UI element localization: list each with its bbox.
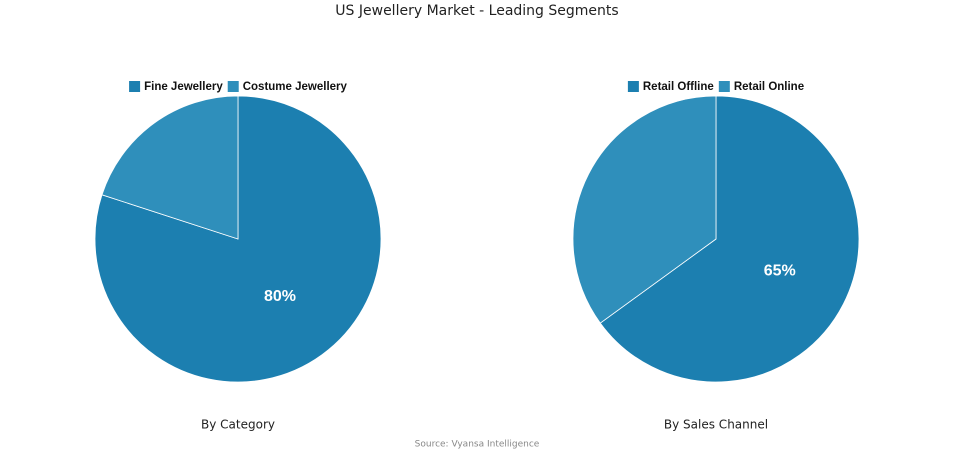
pie-slice bbox=[572, 95, 717, 324]
chart-subtitle: By Sales Channel bbox=[664, 418, 768, 432]
legend-swatch bbox=[718, 81, 730, 92]
value-label: 65% bbox=[764, 263, 796, 280]
source: Source: Vyansa Intelligence bbox=[415, 440, 540, 450]
legend-label: Costume Jewellery bbox=[243, 81, 348, 93]
pie-slice bbox=[101, 95, 239, 240]
page-title: US Jewellery Market - Leading Segments bbox=[335, 3, 618, 19]
legend-swatch bbox=[129, 81, 141, 92]
pie-slice bbox=[599, 95, 860, 383]
legend-label: Retail Online bbox=[734, 81, 804, 93]
value-label: 80% bbox=[264, 288, 296, 305]
legend-swatch bbox=[627, 81, 639, 92]
legend-label: Retail Offline bbox=[643, 81, 714, 93]
legend-swatch bbox=[227, 81, 239, 92]
chart-subtitle: By Category bbox=[201, 418, 275, 432]
legend-label: Fine Jewellery bbox=[144, 81, 223, 93]
